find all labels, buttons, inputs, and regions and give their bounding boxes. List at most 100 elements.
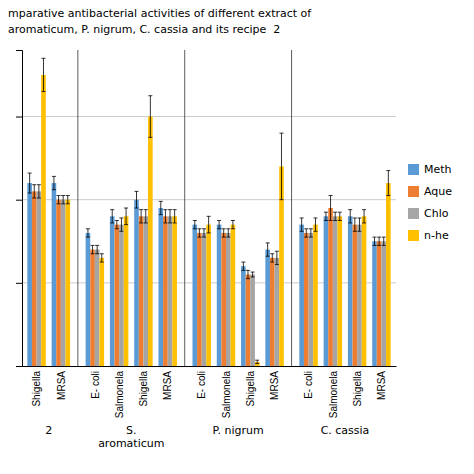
error-bar-cap (304, 237, 308, 238)
error-bar-cap (348, 209, 352, 210)
error-bar-cap (163, 222, 167, 223)
error-bar-cap (217, 228, 221, 229)
error-bar-stem (53, 176, 54, 189)
x-tick: Shigella (352, 366, 363, 407)
error-bar (357, 218, 361, 231)
error-bar-cap (124, 224, 128, 225)
title: mparative antibacterial activities of di… (8, 7, 312, 20)
group-label: S.aromaticum (98, 424, 164, 450)
group-label-line: P. nigrum (213, 424, 264, 437)
bar (41, 75, 46, 366)
error-bar-stem (388, 171, 389, 196)
chart: mparative antibacterial activities of di… (0, 0, 474, 474)
error-bar-cap (270, 262, 274, 263)
error-bar-cap (41, 58, 45, 59)
error-bar (313, 218, 317, 231)
error-bar-cap (279, 199, 283, 200)
error-bar (226, 229, 230, 237)
error-bar-cap (251, 272, 255, 273)
error-bar-cap (91, 245, 95, 246)
error-bar (173, 210, 177, 223)
error-bar-stem (101, 254, 102, 262)
error-bar-stem (141, 210, 142, 223)
error-bar-cap (173, 222, 177, 223)
bar (192, 225, 197, 366)
error-bar (386, 171, 390, 196)
error-bar-stem (306, 229, 307, 237)
error-bar-cap (95, 253, 99, 254)
bar (348, 216, 353, 366)
error-bar-cap (57, 203, 61, 204)
x-tick: MRSA (162, 366, 173, 400)
error-bar (266, 243, 270, 256)
bar (158, 208, 163, 366)
error-bar-cap (304, 228, 308, 229)
bar (124, 216, 129, 366)
error-bar-cap (100, 262, 104, 263)
bar (304, 233, 309, 366)
error-bar (86, 229, 90, 237)
error-bar-stem (116, 220, 117, 228)
error-bar-stem (170, 210, 171, 223)
bar (52, 183, 57, 366)
error-bar-stem (67, 196, 68, 204)
x-tick: MRSA (269, 366, 280, 400)
x-tick-label: E- coli (303, 371, 314, 399)
error-bar-cap (266, 242, 270, 243)
error-bar-cap (115, 228, 119, 229)
error-bar-stem (136, 191, 137, 208)
error-bar-cap (52, 189, 56, 190)
error-bar-cap (373, 237, 377, 238)
group-label: C. cassia (321, 424, 370, 437)
error-bar (135, 191, 139, 208)
error-bar-cap (226, 237, 230, 238)
x-tick-label: Shigella (352, 371, 363, 407)
error-bar-stem (228, 229, 229, 237)
error-bar-cap (28, 173, 32, 174)
error-bar (52, 176, 56, 189)
error-bar (95, 245, 99, 253)
bar (115, 225, 120, 366)
bar (90, 250, 95, 366)
bar (86, 233, 91, 366)
error-bar (32, 185, 36, 198)
error-bar-cap (241, 270, 245, 271)
bar (309, 233, 314, 366)
error-bar (124, 208, 128, 225)
x-tick: Salmonela (221, 366, 232, 418)
group-label: P. nigrum (213, 424, 264, 437)
error-bar-stem (165, 210, 166, 223)
group-label-line: C. cassia (321, 424, 370, 437)
error-bar-stem (335, 212, 336, 220)
error-bar-cap (300, 217, 304, 218)
error-bar-cap (279, 133, 283, 134)
error-bar (217, 220, 221, 228)
legend-item: n-he (408, 229, 449, 242)
x-tick-label: Shigella (31, 371, 42, 407)
subtitle: aromaticum, P. nigrum, C. cassia and its… (8, 23, 280, 36)
bar (372, 241, 377, 366)
error-bar-cap (377, 237, 381, 238)
error-bar-cap (217, 220, 221, 221)
error-bar-stem (379, 237, 380, 245)
error-bar-stem (383, 237, 384, 245)
error-bar-cap (100, 253, 104, 254)
error-bar-cap (246, 278, 250, 279)
error-bar (362, 210, 366, 223)
bar (95, 250, 100, 366)
bar (328, 208, 333, 366)
y-tick (16, 283, 22, 284)
error-bar (275, 251, 279, 264)
error-bar-cap (197, 237, 201, 238)
bar (313, 225, 318, 366)
bar (148, 117, 153, 366)
error-bar-cap (333, 220, 337, 221)
error-bar-stem (330, 196, 331, 221)
bar (143, 216, 148, 366)
error-bar-cap (144, 209, 148, 210)
y-tick (16, 200, 22, 201)
error-bar-cap (28, 193, 32, 194)
error-bar-cap (382, 237, 386, 238)
plot-area (27, 58, 390, 366)
error-bar (100, 254, 104, 262)
